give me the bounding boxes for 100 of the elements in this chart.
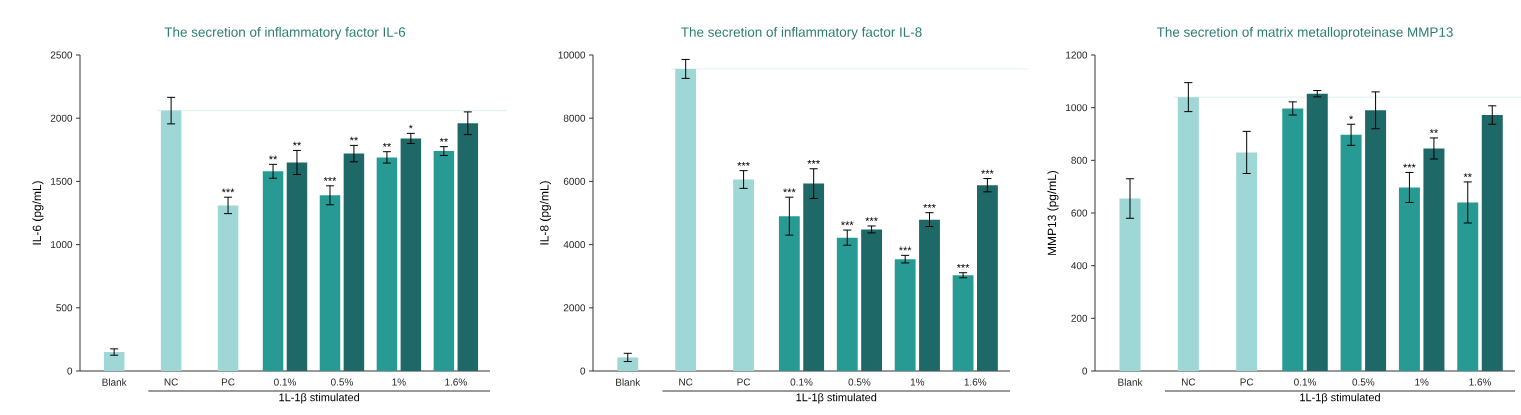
- text: 1L-1β stimulated: [796, 393, 877, 404]
- x-tick-label: NC: [1181, 378, 1196, 386]
- y-tick-label: 1200: [1066, 51, 1088, 59]
- x-tick-label: PC: [221, 378, 235, 386]
- y-tick-label: 8000: [563, 114, 586, 122]
- bar: [617, 357, 639, 371]
- annotation: ***: [221, 188, 235, 193]
- x-tick-label: 0.5%: [848, 378, 871, 386]
- chart-title: The secretion of matrix metalloproteinase MMP13: [1156, 26, 1453, 40]
- annotation: ***: [981, 169, 994, 174]
- bar: [400, 138, 422, 371]
- annotation: ***: [841, 221, 854, 226]
- annotation: **: [292, 141, 302, 146]
- x-tick-label: Blank: [1118, 378, 1143, 386]
- annotation: ***: [956, 264, 970, 268]
- y-tick-label: 600: [1071, 209, 1088, 217]
- annotation: **: [1429, 129, 1439, 134]
- bar: [675, 68, 697, 371]
- annotation: **: [268, 155, 278, 160]
- y-tick-label: 6000: [563, 177, 586, 185]
- y-axis-title: IL-8 (pg/mL): [539, 181, 551, 245]
- y-tick-label: 4000: [563, 241, 586, 249]
- bar: [976, 185, 998, 371]
- bar: [433, 151, 455, 371]
- annotation: *: [1349, 115, 1354, 120]
- bar: [457, 123, 479, 371]
- x-tick-label: PC: [1240, 378, 1254, 386]
- annotation: ***: [898, 246, 912, 251]
- bar: [160, 110, 182, 371]
- bar: [1282, 108, 1304, 371]
- annotation: ***: [1403, 163, 1416, 168]
- bar: [1119, 198, 1141, 371]
- bar: [376, 157, 398, 371]
- text: 1L-1β stimulated: [1300, 393, 1380, 404]
- x-tick-label: Blank: [102, 378, 127, 386]
- x-tick-label: 1%: [910, 378, 925, 386]
- annotation: ***: [807, 160, 820, 164]
- annotation: ***: [737, 161, 750, 166]
- y-tick-label: 2000: [563, 304, 586, 312]
- annotation: **: [439, 137, 448, 142]
- bar: [1236, 152, 1258, 371]
- bar: [952, 275, 974, 371]
- y-tick-label: 200: [1071, 314, 1088, 322]
- bar: [778, 216, 800, 371]
- x-tick-label: NC: [679, 378, 693, 386]
- y-tick-label: 10000: [558, 51, 586, 59]
- annotation: **: [382, 142, 392, 147]
- annotation: **: [349, 136, 358, 141]
- bar: [217, 205, 239, 371]
- annotation: **: [1463, 173, 1472, 178]
- annotation: ***: [783, 188, 796, 193]
- y-tick-label: 0: [580, 367, 586, 375]
- bar: [1306, 93, 1328, 371]
- x-tick-label: 1.6%: [1469, 378, 1492, 386]
- bar: [1457, 202, 1479, 371]
- x-tick-label: 0.1%: [274, 378, 297, 386]
- bar: [894, 259, 916, 371]
- y-tick-label: 0: [67, 367, 73, 375]
- y-tick-label: 1000: [1066, 104, 1088, 112]
- bar: [1365, 110, 1387, 371]
- bar: [803, 183, 825, 371]
- x-tick-label: 1.6%: [964, 378, 987, 386]
- y-axis-title: MMP13 (pg/mL): [1047, 170, 1059, 255]
- annotation: *: [408, 124, 413, 129]
- bar: [1177, 97, 1199, 371]
- y-tick-label: 2500: [50, 51, 73, 59]
- bar: [103, 352, 125, 371]
- bar: [286, 162, 308, 371]
- bar: [1481, 115, 1503, 371]
- annotation: ***: [865, 217, 878, 222]
- y-tick-label: 1000: [51, 241, 73, 249]
- y-tick-label: 500: [56, 304, 73, 312]
- annotation: ***: [323, 177, 337, 181]
- bar: [1398, 187, 1420, 371]
- x-tick-label: 0.5%: [330, 378, 353, 386]
- y-axis-title: IL-6 (pg/mL): [32, 181, 44, 245]
- x-tick-label: Blank: [616, 378, 641, 386]
- bar: [1423, 148, 1445, 371]
- y-tick-label: 1500: [51, 177, 73, 185]
- bar: [262, 171, 284, 371]
- y-tick-label: 0: [1082, 367, 1088, 375]
- x-tick-label: 0.5%: [1352, 378, 1375, 386]
- x-tick-label: 0.1%: [1294, 378, 1317, 386]
- annotation: ***: [923, 203, 936, 208]
- text: 1L-1β stimulated: [279, 393, 360, 404]
- bar: [861, 229, 883, 371]
- bar: [733, 179, 755, 371]
- y-tick-label: 2000: [50, 114, 73, 122]
- bar: [1340, 134, 1362, 371]
- chart-title: The secretion of inflammatory factor IL-6: [164, 26, 406, 40]
- x-tick-label: 1%: [1415, 378, 1429, 386]
- x-tick-label: 1%: [392, 378, 406, 386]
- y-tick-label: 800: [1071, 156, 1088, 164]
- x-tick-label: NC: [164, 378, 178, 386]
- bar: [919, 219, 940, 371]
- bar: [319, 195, 341, 371]
- bar: [343, 153, 365, 371]
- x-tick-label: 0.1%: [790, 378, 813, 386]
- x-tick-label: PC: [737, 378, 751, 386]
- x-tick-label: 1.6%: [445, 378, 467, 386]
